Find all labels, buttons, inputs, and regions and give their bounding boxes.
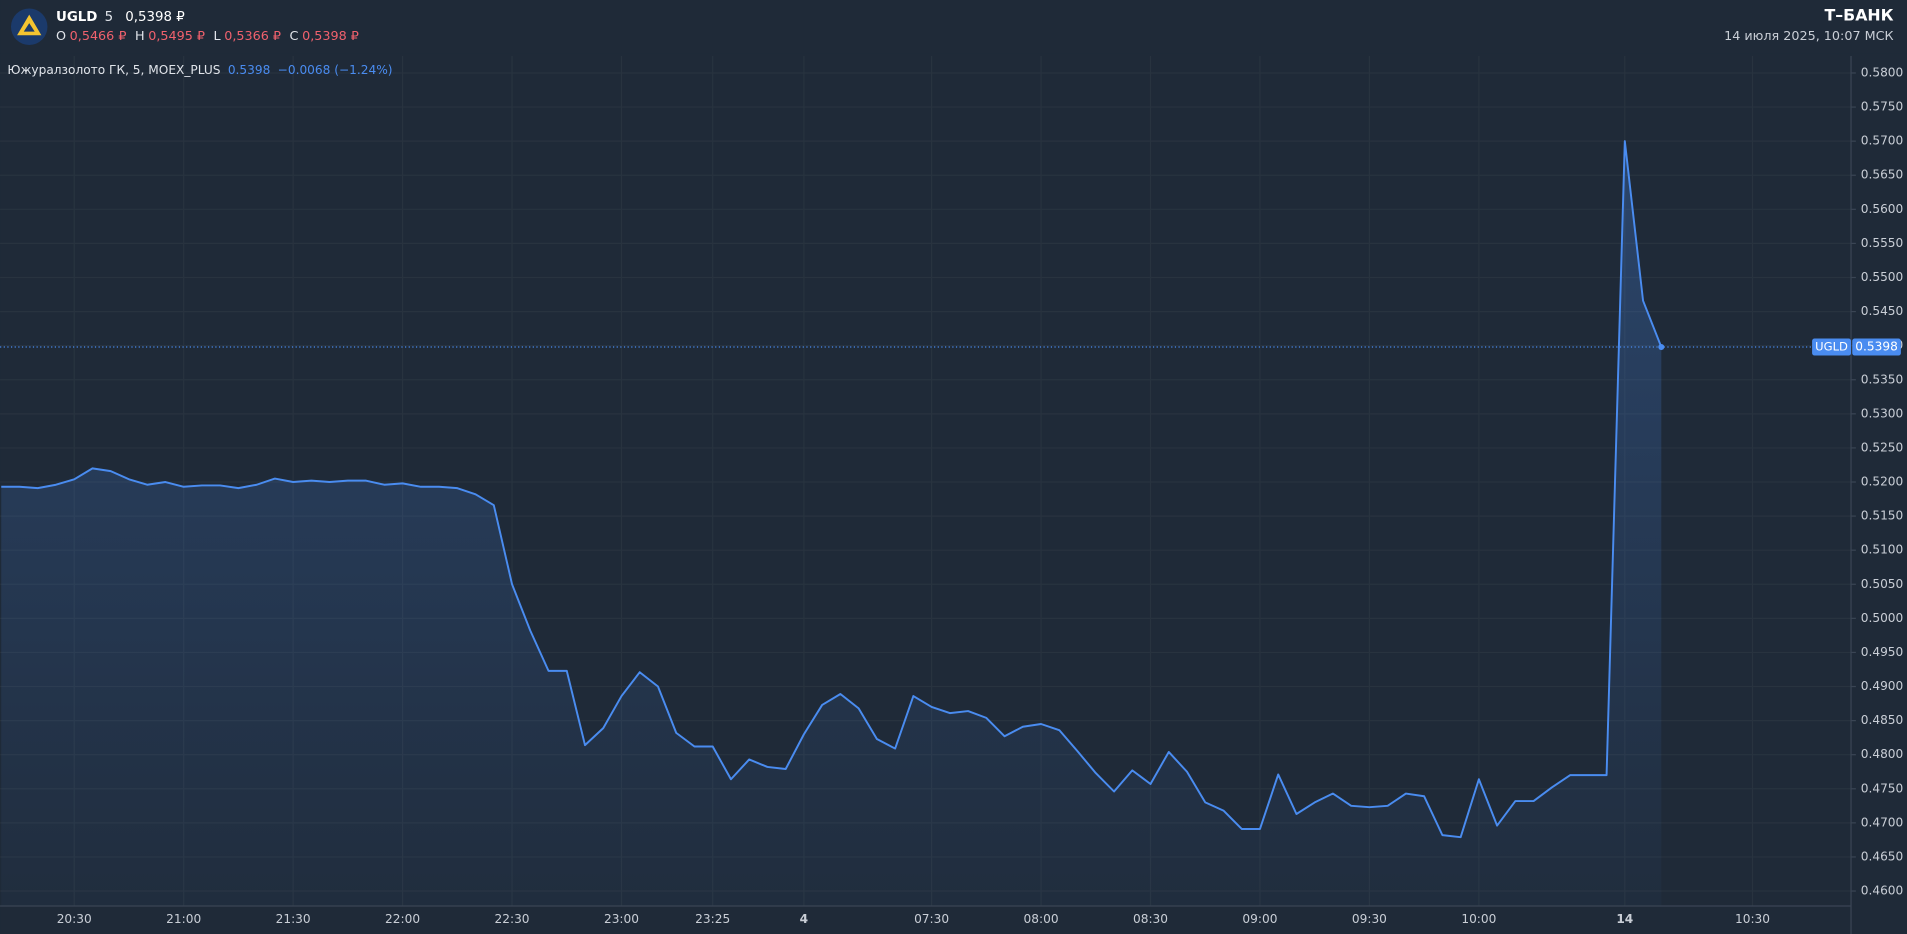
x-tick-label: 23:25 [695, 912, 730, 926]
x-tick-label: 10:00 [1461, 912, 1496, 926]
y-tick-label: 0.5800 [1861, 65, 1904, 79]
x-tick-label: 23:00 [604, 912, 639, 926]
ohlc-value: 0,5495 ₽ [148, 29, 205, 44]
y-tick-label: 0.4950 [1861, 645, 1904, 659]
y-tick-label: 0.4900 [1861, 679, 1904, 693]
ohlc-value: 0,5398 ₽ [302, 29, 359, 44]
y-tick-label: 0.5300 [1861, 406, 1904, 420]
x-tick-label: 07:30 [914, 912, 949, 926]
ohlc-value: 0,5466 ₽ [70, 29, 127, 44]
x-tick-label: 08:30 [1133, 912, 1168, 926]
x-tick-label: 10:30 [1735, 912, 1770, 926]
y-tick-label: 0.4850 [1861, 713, 1904, 727]
x-tick-label: 08:00 [1024, 912, 1059, 926]
x-tick-label: 21:00 [166, 912, 201, 926]
legend-change: −0.0068 (−1.24%) [278, 63, 393, 77]
y-tick-label: 0.5750 [1861, 100, 1904, 114]
y-tick-label: 0.4750 [1861, 781, 1904, 795]
y-tick-label: 0.5150 [1861, 509, 1904, 523]
brand: Т–БАНК [1825, 5, 1894, 24]
price-name-badge [1812, 338, 1852, 356]
ticker-icon-glyph [17, 14, 42, 36]
interval: 5 [105, 10, 114, 25]
y-tick-label: 0.5500 [1861, 270, 1904, 284]
x-tick-label: 14 [1616, 912, 1633, 926]
y-tick-label: 0.5050 [1861, 577, 1904, 591]
x-tick-label: 22:30 [495, 912, 530, 926]
x-tick-label: 20:30 [57, 912, 92, 926]
y-tick-label: 0.5100 [1861, 543, 1904, 557]
datetime: 14 июля 2025, 10:07 МСК [1724, 29, 1893, 44]
line [1, 140, 1663, 839]
x-tick-label: 22:00 [385, 912, 420, 926]
y-tick-label: 0.4650 [1861, 849, 1904, 863]
header-bar [0, 0, 1907, 54]
y-tick-label: 0.5350 [1861, 372, 1904, 386]
x-tick-label: 09:00 [1242, 912, 1277, 926]
ohlc-key: H [135, 29, 145, 44]
ohlc-key: L [214, 29, 222, 44]
y-tick-label: 0.5250 [1861, 440, 1904, 454]
y-tick-label: 0.5550 [1861, 236, 1904, 250]
y-tick-label: 0.5450 [1861, 304, 1904, 318]
price: 0,5398 ₽ [125, 10, 185, 25]
x-tick-label: 21:30 [276, 912, 311, 926]
y-tick-label: 0.5600 [1861, 202, 1904, 216]
y-tick-label: 0.5000 [1861, 611, 1904, 625]
legend-last: 0.5398 [228, 63, 271, 77]
y-tick-label: 0.4700 [1861, 815, 1904, 829]
y-tick-label: 0.5700 [1861, 134, 1904, 148]
price-badge-label: 0.5398 [1855, 340, 1898, 354]
ohlc-value: 0,5366 ₽ [224, 29, 281, 44]
y-tick-label: 0.4600 [1861, 884, 1904, 898]
y-tick-label: 0.5650 [1861, 168, 1904, 182]
x-tick-label: 4 [800, 912, 808, 926]
price-name: UGLD [1815, 340, 1848, 354]
y-tick-label: 0.5200 [1861, 475, 1904, 489]
price-badge [1852, 338, 1901, 356]
legend-name: Южуралзолото ГК, 5, MOEX_PLUS [7, 63, 220, 77]
ohlc-key: O [56, 29, 66, 44]
x-tick-label: 09:30 [1352, 912, 1387, 926]
ohlc-key: C [290, 29, 299, 44]
ticker-icon [10, 8, 48, 45]
y-tick-label: 0.4800 [1861, 747, 1904, 761]
area-fill [1, 141, 1662, 907]
ticker: UGLD [56, 10, 97, 25]
